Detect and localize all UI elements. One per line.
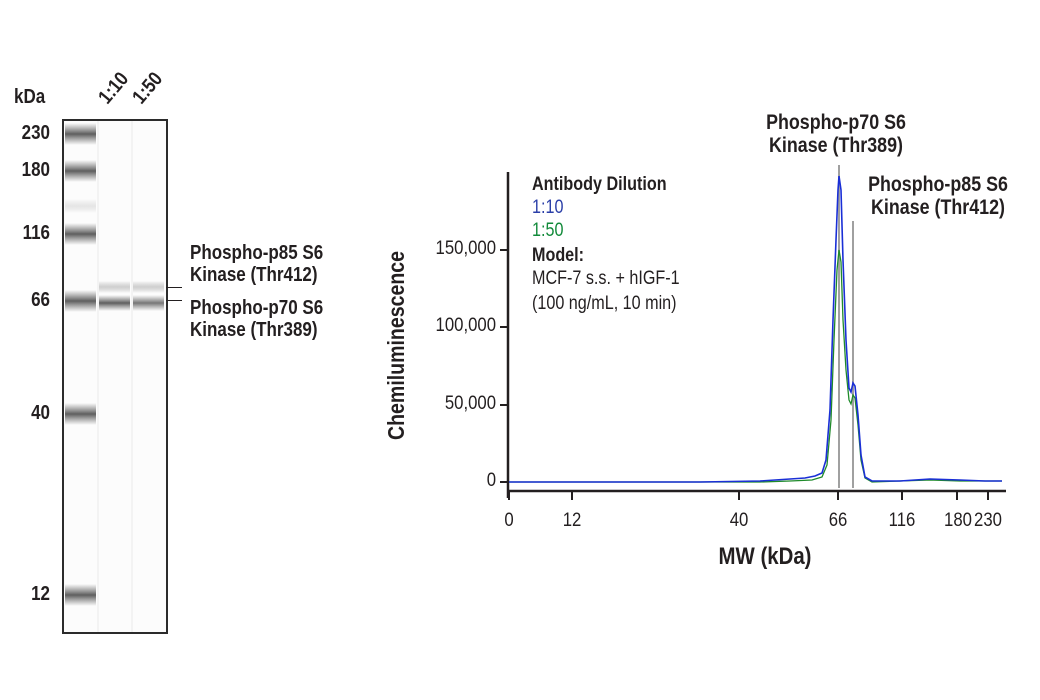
- marker-label-40: 40: [31, 402, 50, 424]
- band-label-p70: Phospho-p70 S6 Kinase (Thr389): [190, 297, 323, 341]
- legend-item-1-10: 1:10: [532, 197, 564, 218]
- x-tick-66: 66: [828, 510, 848, 531]
- legend-title: Antibody Dilution: [532, 174, 667, 195]
- band-label-p70-line1: Phospho-p70 S6: [190, 297, 324, 319]
- kda-unit-label: kDa: [14, 86, 46, 108]
- marker-label-12: 12: [31, 583, 50, 605]
- peak-label-p85-line1: Phospho-p85 S6: [868, 173, 1008, 196]
- x-tick-230: 230: [974, 510, 1002, 531]
- peak-label-p70-line1: Phospho-p70 S6: [766, 111, 906, 134]
- x-tick-40: 40: [729, 510, 749, 531]
- marker-label-66: 66: [31, 289, 50, 311]
- x-axis-title: MW (kDa): [718, 543, 812, 570]
- peak-label-p70-line2: Kinase (Thr389): [769, 134, 903, 157]
- x-tick-12: 12: [562, 510, 582, 531]
- chart-legend: Antibody Dilution 1:10 1:50 Model: MCF-7…: [532, 173, 680, 315]
- band-label-p85-line2: Kinase (Thr412): [190, 264, 318, 286]
- legend-model-title: Model:: [532, 245, 585, 266]
- p85-pointer-line: [166, 287, 182, 288]
- y-tick-100000: 100,000: [435, 315, 496, 336]
- peak-label-p85: Phospho-p85 S6 Kinase (Thr412): [853, 173, 1023, 219]
- gel-bands: [65, 121, 164, 632]
- gel-image: [62, 119, 168, 634]
- p70-pointer-line: [166, 300, 182, 301]
- x-tick-116: 116: [888, 510, 916, 531]
- legend-item-1-50: 1:50: [532, 220, 564, 241]
- y-tick-0: 0: [486, 470, 496, 491]
- marker-label-180: 180: [21, 159, 50, 181]
- y-tick-150000: 150,000: [435, 238, 496, 259]
- series-1-10-line: [509, 175, 1002, 483]
- series-1-50-line: [509, 249, 1002, 483]
- band-label-p85: Phospho-p85 S6 Kinase (Thr412): [190, 242, 323, 286]
- legend-model-line1: MCF-7 s.s. + hIGF-1: [532, 268, 680, 289]
- y-tick-50000: 50,000: [444, 393, 496, 414]
- marker-label-116: 116: [22, 222, 50, 244]
- x-tick-180: 180: [944, 510, 972, 531]
- band-label-p85-line1: Phospho-p85 S6: [190, 242, 324, 264]
- peak-label-p70: Phospho-p70 S6 Kinase (Thr389): [751, 111, 921, 157]
- legend-model-line2: (100 ng/mL, 10 min): [532, 293, 677, 314]
- marker-label-230: 230: [21, 122, 50, 144]
- peak-label-p85-line2: Kinase (Thr412): [871, 196, 1005, 219]
- band-label-p70-line2: Kinase (Thr389): [190, 319, 318, 341]
- x-tick-0: 0: [504, 510, 514, 531]
